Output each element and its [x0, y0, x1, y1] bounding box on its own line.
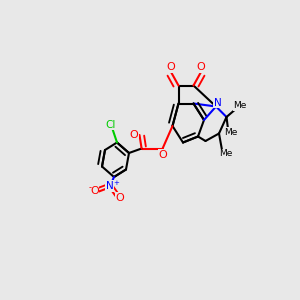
Text: O: O [90, 185, 99, 196]
Text: Me: Me [219, 149, 232, 158]
Text: O: O [196, 62, 206, 73]
Text: -: - [88, 183, 92, 192]
Text: O: O [159, 149, 168, 160]
Text: N: N [106, 181, 113, 191]
Text: +: + [113, 180, 119, 186]
Text: Me: Me [233, 101, 247, 110]
Text: O: O [167, 62, 176, 73]
Text: N: N [214, 98, 221, 108]
Text: O: O [116, 193, 124, 203]
Text: Cl: Cl [105, 119, 115, 130]
Text: O: O [130, 130, 139, 140]
Text: Me: Me [224, 128, 238, 136]
